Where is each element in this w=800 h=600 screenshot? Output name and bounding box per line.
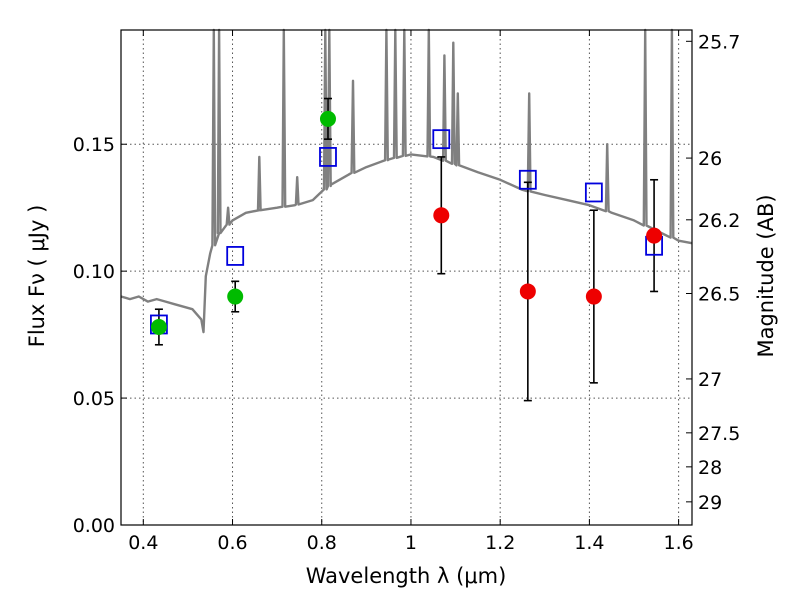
green-point	[150, 319, 167, 335]
red-point	[585, 288, 602, 305]
red-point	[433, 207, 450, 224]
green-point	[319, 110, 336, 127]
right-tick-label: 29	[698, 492, 722, 514]
y-axis-label: Flux Fν ( μJy )	[25, 205, 49, 348]
model-square	[584, 182, 603, 203]
x-tick-label: 0.6	[217, 532, 247, 554]
x-tick-label: 0.4	[128, 532, 158, 554]
right-tick-label: 25.7	[698, 31, 740, 53]
green-point	[227, 288, 244, 305]
model-photometry-squares	[150, 129, 663, 335]
grid	[121, 30, 692, 525]
y-tick-label: 0.05	[73, 388, 115, 410]
observed-points	[150, 110, 663, 335]
right-tick-label: 27.5	[698, 423, 740, 445]
model-square	[319, 147, 337, 167]
right-tick-label: 28	[698, 457, 722, 479]
right-tick-label: 26.2	[698, 210, 740, 232]
y-tick-label: 0.10	[73, 261, 115, 283]
x-tick-label: 1.6	[664, 532, 694, 554]
model-square	[226, 246, 245, 266]
red-point	[646, 227, 663, 244]
right-tick-label: 26.5	[698, 283, 740, 305]
plot-frame	[120, 29, 693, 526]
x-tick-label: 1	[405, 532, 417, 554]
x-tick-label: 0.8	[307, 532, 337, 554]
y-tick-label: 0.00	[73, 515, 115, 537]
axis-ticks: 0.4 0.6 0.8 1 1.2 1.4 1.6 0.00 0.05 0.10 0.15 25.7 2…	[73, 30, 740, 554]
y-tick-label: 0.15	[73, 134, 115, 156]
model-square	[432, 129, 451, 150]
x-tick-label: 1.2	[485, 532, 515, 554]
red-point	[519, 283, 536, 300]
right-axis-label: Magnitude (AB)	[754, 194, 778, 357]
x-axis-label: Wavelength λ (μm)	[306, 564, 507, 588]
right-tick-label: 26	[698, 148, 722, 170]
x-tick-label: 1.4	[574, 532, 604, 554]
model-spectrum-line	[120, 28, 693, 334]
model-square	[518, 169, 537, 190]
right-tick-label: 27	[698, 369, 722, 391]
model-spectrum	[120, 28, 693, 334]
